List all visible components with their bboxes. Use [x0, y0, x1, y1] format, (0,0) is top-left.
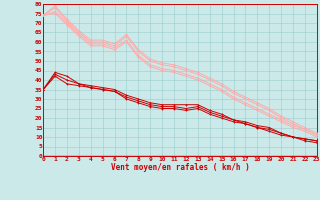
X-axis label: Vent moyen/en rafales ( km/h ): Vent moyen/en rafales ( km/h ): [111, 163, 249, 172]
